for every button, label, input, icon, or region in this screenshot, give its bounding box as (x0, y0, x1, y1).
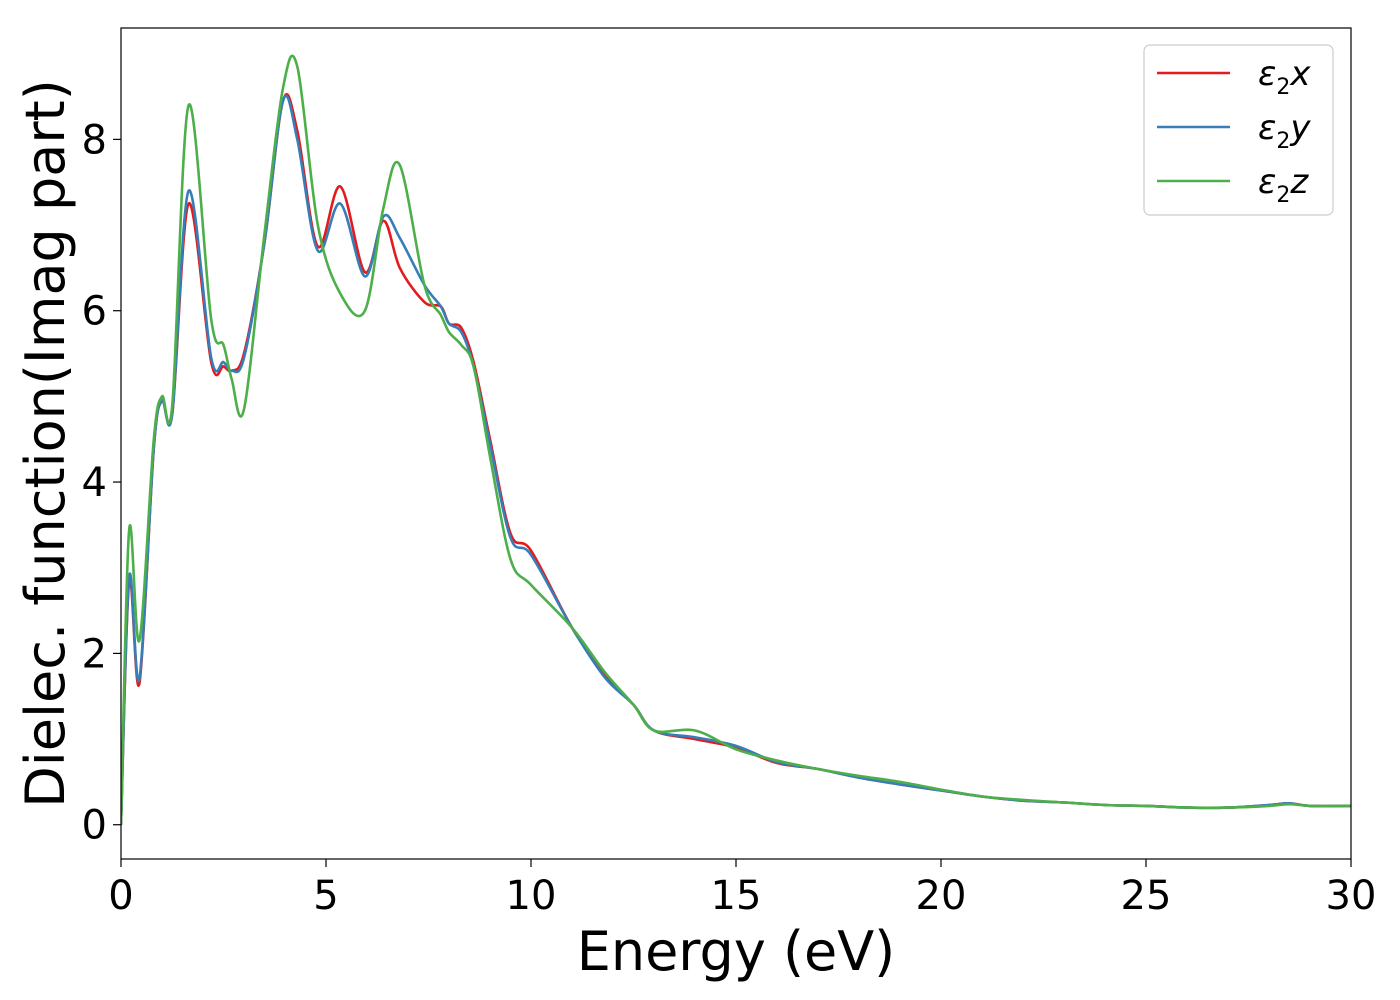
x-tick-label: 30 (1326, 873, 1377, 919)
x-tick-label: 20 (916, 873, 967, 919)
legend-subscript: 2 (1276, 129, 1290, 154)
legend-symbol: ε (1258, 162, 1276, 202)
series-line-z (121, 54, 1351, 825)
x-axis: 0 5 10 15 20 25 30 (108, 859, 1376, 919)
y-tick-label: 4 (82, 460, 107, 506)
legend-entry-z: ε2z (1157, 162, 1309, 208)
legend-variable: y (1289, 108, 1311, 148)
x-tick-label: 5 (313, 873, 338, 919)
legend-symbol: ε (1258, 108, 1276, 148)
legend-subscript: 2 (1276, 183, 1290, 208)
y-tick-label: 2 (82, 631, 107, 677)
y-tick-label: 6 (82, 289, 107, 335)
legend-box (1143, 44, 1334, 216)
x-axis-title: Energy (eV) (577, 920, 896, 983)
x-tick-label: 10 (506, 873, 557, 919)
legend-label: ε2y (1258, 108, 1311, 154)
x-tick-label: 0 (108, 873, 133, 919)
series-layer (121, 54, 1351, 825)
y-tick-label: 0 (82, 803, 107, 849)
legend-label: ε2z (1258, 162, 1309, 208)
legend-entry-x: ε2x (1157, 54, 1311, 100)
y-tick-label: 8 (82, 117, 107, 163)
legend-symbol: ε (1258, 54, 1276, 94)
legend-entry-y: ε2y (1157, 108, 1311, 154)
legend-subscript: 2 (1276, 75, 1290, 100)
legend-variable: z (1289, 162, 1309, 202)
y-axis: 0 2 4 6 8 (82, 117, 121, 849)
x-tick-label: 15 (711, 873, 762, 919)
x-tick-label: 25 (1121, 873, 1172, 919)
legend-variable: x (1289, 54, 1311, 94)
legend-label: ε2x (1258, 54, 1311, 100)
y-axis-title: Dielec. function(Imag part) (14, 79, 77, 808)
legend: ε2x ε2y ε2z (1143, 44, 1334, 216)
